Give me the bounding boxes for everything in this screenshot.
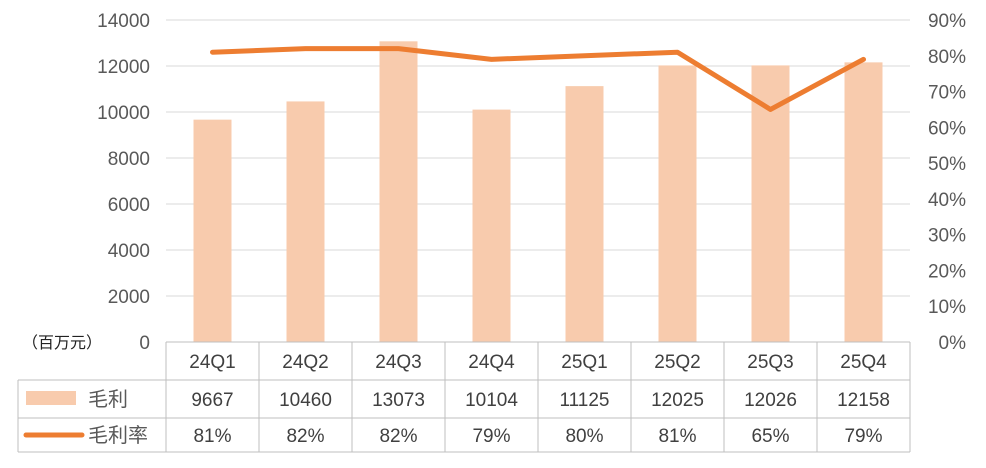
gross-margin-line — [210, 46, 866, 112]
bar-24Q4 — [472, 109, 511, 342]
left-tick-label: 10000 — [97, 103, 150, 124]
data-table: 24Q1 24Q2 24Q3 24Q4 25Q1 25Q2 25Q3 25Q4 9667 1046… — [17, 341, 911, 453]
right-tick-label: 20% — [928, 261, 966, 282]
category-label: 24Q3 — [375, 352, 421, 373]
right-tick-label: 60% — [928, 118, 966, 139]
gross-margin-value: 79% — [844, 426, 882, 447]
bar-24Q3 — [379, 41, 418, 343]
left-tick-label: 14000 — [97, 11, 150, 32]
bar-25Q2 — [658, 65, 697, 343]
gross-margin-value: 80% — [565, 426, 603, 447]
right-tick-label: 50% — [928, 154, 966, 175]
gross-profit-value: 9667 — [191, 390, 233, 411]
right-tick-label: 70% — [928, 83, 966, 104]
bar-24Q1 — [193, 119, 232, 342]
gridlines — [166, 19, 910, 343]
gross-profit-value: 12158 — [837, 390, 890, 411]
right-tick-label: 80% — [928, 47, 966, 68]
left-tick-label: 6000 — [108, 195, 150, 216]
gross-profit-value: 10460 — [279, 390, 332, 411]
gross-profit-value: 11125 — [559, 390, 609, 411]
bar-24Q2 — [286, 101, 325, 342]
gross-margin-value: 79% — [472, 426, 510, 447]
gross-margin-value: 81% — [193, 426, 231, 447]
right-tick-label: 0% — [939, 333, 967, 354]
gross-profit-value: 10104 — [465, 390, 518, 411]
gross-margin-value: 82% — [286, 426, 324, 447]
line-series-gross-margin — [210, 46, 866, 112]
category-label: 24Q1 — [189, 352, 235, 373]
category-label: 24Q2 — [282, 352, 328, 373]
category-label: 25Q1 — [561, 352, 607, 373]
category-label: 25Q3 — [747, 352, 793, 373]
gross-profit-value: 12025 — [651, 390, 704, 411]
right-tick-label: 10% — [928, 297, 966, 318]
legend-label-gross-profit: 毛利 — [88, 387, 128, 411]
right-tick-label: 90% — [928, 11, 966, 32]
bar-25Q1 — [565, 86, 604, 342]
gross-margin-value: 81% — [658, 426, 696, 447]
left-tick-label: 8000 — [108, 149, 150, 170]
gross-margin-value: 65% — [751, 426, 789, 447]
bar-series-gross-profit — [193, 41, 883, 343]
right-y-axis: 0% 10% 20% 30% 40% 50% 60% 70% 80% 90% — [928, 11, 966, 354]
category-label: 25Q4 — [840, 352, 887, 373]
right-tick-label: 30% — [928, 226, 966, 247]
left-tick-label: 4000 — [108, 241, 150, 262]
gross-margin-value: 82% — [379, 426, 417, 447]
gross-profit-value: 12026 — [744, 390, 797, 411]
left-tick-label: 12000 — [97, 57, 150, 78]
right-tick-label: 40% — [928, 190, 966, 211]
category-label: 24Q4 — [468, 352, 515, 373]
legend-swatch-gross-profit — [26, 391, 76, 405]
unit-label: （百万元） — [22, 333, 102, 352]
left-tick-label: 2000 — [108, 287, 150, 308]
left-y-axis: 0 2000 4000 6000 8000 10000 12000 14000 — [97, 11, 150, 354]
bar-25Q4 — [844, 62, 883, 343]
gross-profit-value: 13073 — [372, 390, 425, 411]
legend-label-gross-margin: 毛利率 — [88, 423, 148, 447]
category-label: 25Q2 — [654, 352, 700, 373]
left-tick-label: 0 — [139, 333, 150, 354]
